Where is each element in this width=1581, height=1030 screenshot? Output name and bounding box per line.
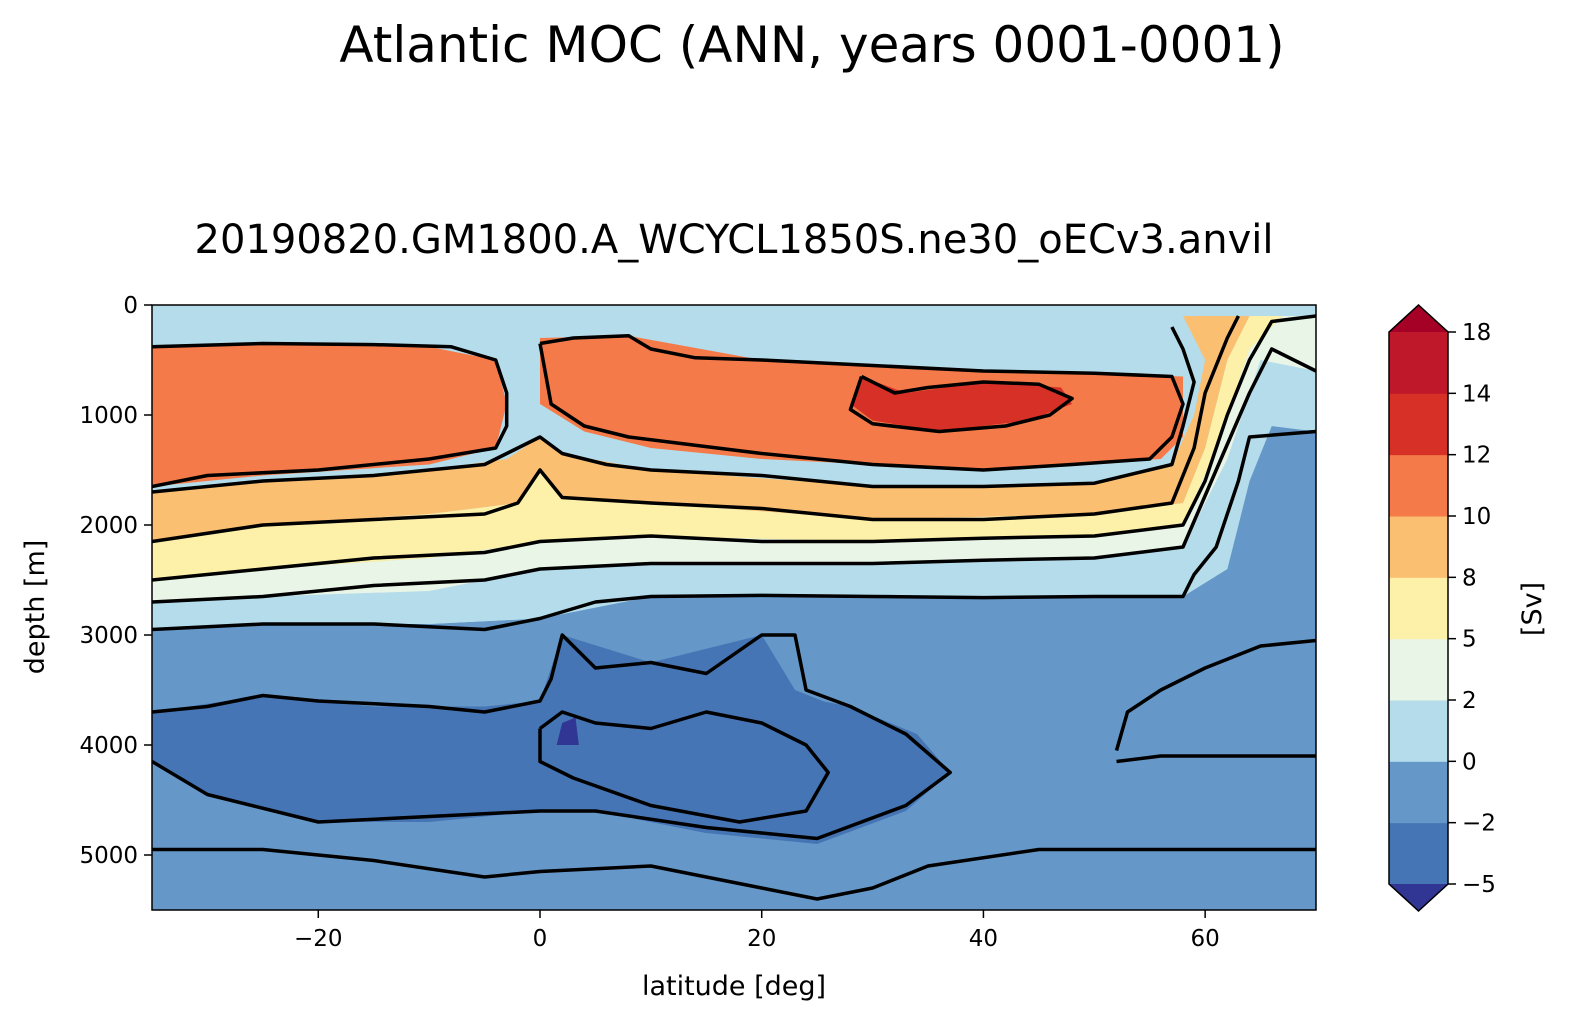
y-axis: 0 1000 2000 3000 4000 5000 [79,293,152,869]
y-tick-label: 4000 [79,733,138,759]
contour-line-6 [152,315,1240,544]
colorbar-extend-max [1389,305,1448,332]
colorbar-extend-min [1389,884,1448,911]
contour-line-3 [152,429,1316,632]
colorbar-segment [1389,393,1448,456]
contour-line-11 [1116,754,1316,764]
contour-line-12 [1114,638,1316,751]
contour-fill-1 [152,360,1316,630]
y-tick-label: 0 [123,293,138,319]
colorbar-label: [Sv] [1517,582,1548,636]
plot-frame [151,304,1317,911]
x-tick-label: 0 [533,926,548,952]
contour-line-8 [152,341,509,489]
contour-line-5 [152,314,1316,582]
y-tick-label: 1000 [79,403,138,429]
colorbar-segment [1389,638,1448,701]
x-axis-label: latitude [deg] [642,971,826,1002]
contour-lines [152,314,1316,901]
contour-fill-3 [152,316,1283,580]
x-axis: −20 0 20 40 60 [294,910,1220,952]
x-tick-label: 40 [969,926,998,952]
colorbar-segment [1389,577,1448,640]
x-tick-label: 20 [747,926,776,952]
plot-area [151,304,1317,911]
contour-fill-5 [152,343,507,487]
figure-suptitle: Atlantic MOC (ANN, years 0001-0001) [339,16,1284,74]
contour-line-2 [152,847,1316,901]
colorbar-tick-label: 12 [1462,443,1491,469]
contour-line-7 [152,326,1196,494]
colorbar-segment [1389,454,1448,517]
x-tick-label: −20 [294,926,343,952]
colorbar-tick-label: 2 [1462,688,1477,714]
colorbar-segment [1389,332,1448,394]
colorbar-tick-label: 14 [1462,381,1491,407]
contour-line-4 [152,347,1316,604]
contour-fill-7 [850,376,1073,432]
y-tick-label: 3000 [79,623,138,649]
x-tick-label: 60 [1191,926,1220,952]
contour-line-9 [538,334,1185,472]
colorbar-tick-label: −2 [1462,811,1496,837]
y-tick-label: 2000 [79,513,138,539]
colorbar-segment [1389,761,1448,824]
colorbar-tick-label: 18 [1462,320,1491,346]
colorbar-tick-label: 5 [1462,627,1477,653]
colorbar-segment [1389,700,1448,762]
contour-fill-2 [152,316,1316,602]
colorbar-segment [1389,516,1448,578]
contour-line-10 [848,374,1074,434]
y-axis-label: depth [m] [20,540,51,675]
contour-fill-10 [556,717,579,745]
colorbar: −5 −2 0 2 5 8 10 12 14 18 [1388,303,1496,913]
contour-fill-9 [540,635,951,839]
colorbar-tick-label: 0 [1462,749,1477,775]
colorbar-tick-label: 8 [1462,565,1477,591]
colorbar-segment [1389,822,1448,885]
colorbar-tick-label: −5 [1462,872,1496,898]
contour-line-1 [538,710,830,824]
plot-title: 20190820.GM1800.A_WCYCL1850S.ne30_oECv3.… [195,217,1274,263]
colorbar-tick-label: 10 [1462,504,1491,530]
y-tick-label: 5000 [79,843,138,869]
contour-line-0 [152,633,952,841]
